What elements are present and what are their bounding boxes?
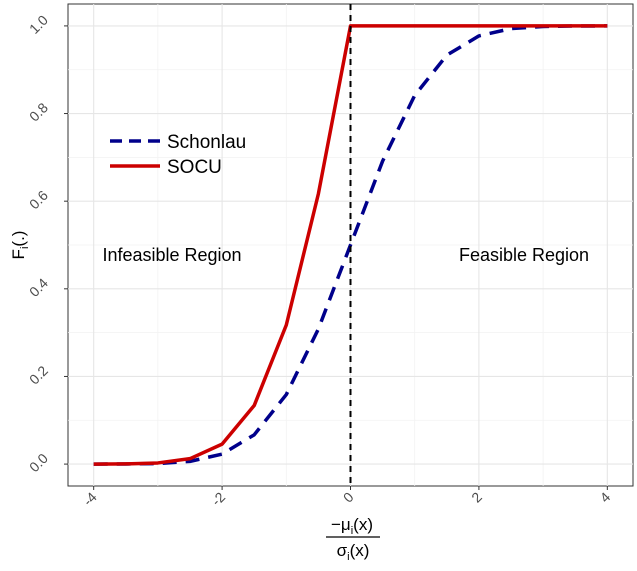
x-axis-title: −μi(x) σi(x): [326, 515, 380, 563]
series-line-socu: [93, 24, 608, 466]
series-layer: [93, 24, 608, 466]
y-axis-ticks: 0.0 0.2 0.4 0.6 0.8 1.0: [26, 12, 68, 475]
legend-label-socu: SOCU: [167, 157, 222, 178]
y-tick-label: 0.0: [26, 450, 51, 475]
x-tick-label: -2: [208, 489, 228, 509]
svg-text:Fi(.): Fi(.): [9, 231, 31, 260]
annotation-feasible-region: Feasible Region: [459, 245, 589, 265]
y-tick-label: 1.0: [26, 12, 51, 37]
x-axis-title-numerator: −μ: [331, 515, 351, 534]
y-axis-title-tail: (.): [9, 231, 28, 247]
y-tick-label: 0.4: [26, 275, 51, 300]
y-tick-label: 0.6: [26, 187, 51, 212]
x-axis-title-denominator-sub: i: [347, 551, 349, 563]
y-tick-label: 0.2: [26, 362, 51, 387]
x-axis-title-denominator-tail: (x): [350, 541, 370, 560]
y-tick-label: 0.8: [26, 99, 51, 124]
y-axis-title: Fi(.): [9, 231, 31, 260]
x-axis-title-numerator-sub: i: [351, 525, 353, 537]
x-axis-title-denominator: σ: [337, 541, 348, 560]
x-tick-label: 0: [340, 489, 357, 506]
x-axis-ticks: -4 -2 0 2 4: [80, 486, 614, 509]
annotation-infeasible-region: Infeasible Region: [102, 245, 241, 265]
svg-text:σi(x): σi(x): [337, 541, 370, 563]
y-axis-title-sub: i: [19, 247, 31, 249]
x-tick-label: -4: [80, 489, 100, 509]
x-tick-label: 2: [468, 489, 485, 506]
legend-label-schonlau: Schonlau: [167, 132, 246, 153]
legend: Schonlau SOCU: [110, 132, 246, 178]
grid-major: [68, 4, 633, 486]
x-axis-title-numerator-tail: (x): [353, 515, 373, 534]
series-line-schonlau: [93, 24, 608, 466]
x-tick-label: 4: [597, 489, 614, 506]
svg-text:−μi(x): −μi(x): [331, 515, 373, 537]
y-axis-title-main: F: [9, 249, 28, 259]
